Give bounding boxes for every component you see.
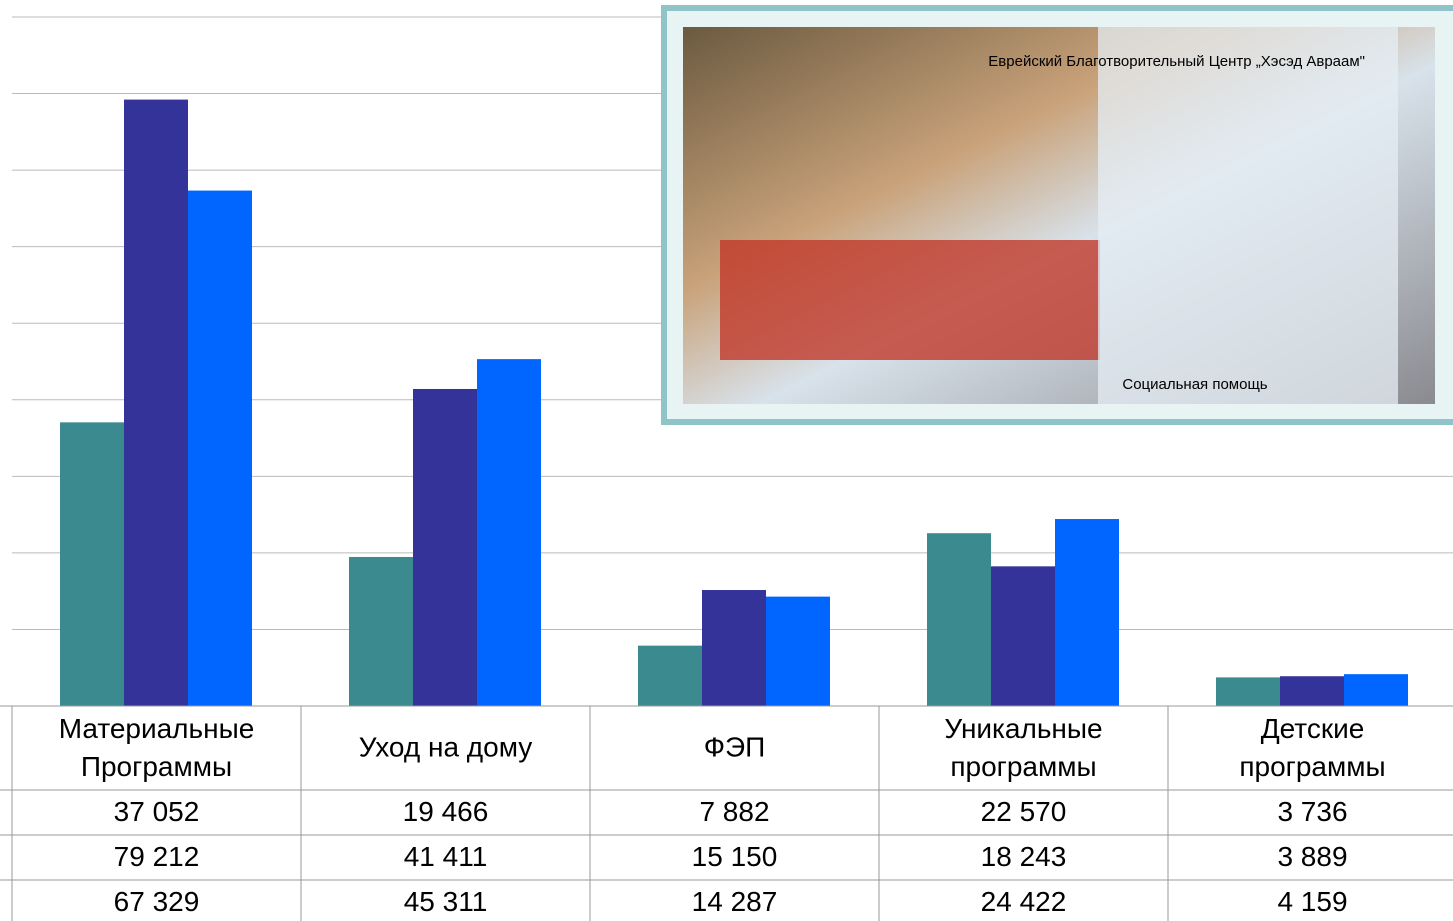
value-label: 7 882	[699, 796, 769, 827]
bar	[927, 533, 991, 706]
value-label: 37 052	[114, 796, 200, 827]
value-label: 41 411	[404, 841, 488, 872]
bar	[60, 422, 124, 706]
category-label: Детские программы	[1239, 713, 1385, 782]
value-label: 4 159	[1277, 886, 1347, 917]
bar	[1216, 677, 1280, 706]
bar	[477, 359, 541, 706]
category-label: ФЭП	[704, 731, 766, 762]
bar	[702, 590, 766, 706]
photo-caption: Еврейский Благотворительный Центр „Хэсэд…	[988, 53, 1365, 70]
bar	[1055, 519, 1119, 706]
photo-table	[720, 240, 1100, 360]
category-label: Уникальные программы	[944, 713, 1102, 782]
photo-banner-text: Социальная помощь	[1122, 376, 1267, 393]
bar	[124, 99, 188, 706]
photo-banner	[1098, 27, 1398, 404]
value-label: 3 736	[1277, 796, 1347, 827]
value-label: 3 889	[1277, 841, 1347, 872]
bar	[991, 566, 1055, 706]
value-label: 14 287	[692, 886, 778, 917]
category-label: Уход на дому	[359, 731, 533, 762]
value-label: 22 570	[981, 796, 1067, 827]
value-label: 24 422	[981, 886, 1067, 917]
bar	[188, 190, 252, 707]
bar	[349, 556, 413, 706]
value-label: 15 150	[692, 841, 778, 872]
bar	[1344, 674, 1408, 706]
bar	[638, 645, 702, 706]
photo: Еврейский Благотворительный Центр „Хэсэд…	[661, 5, 1453, 425]
bar	[413, 388, 477, 706]
value-label: 45 311	[404, 886, 488, 917]
bar	[1280, 676, 1344, 706]
value-label: 19 466	[403, 796, 489, 827]
category-label: Материальные Программы	[59, 713, 255, 782]
value-label: 67 329	[114, 886, 200, 917]
bar	[766, 596, 830, 706]
value-label: 79 212	[114, 841, 200, 872]
value-label: 18 243	[981, 841, 1067, 872]
